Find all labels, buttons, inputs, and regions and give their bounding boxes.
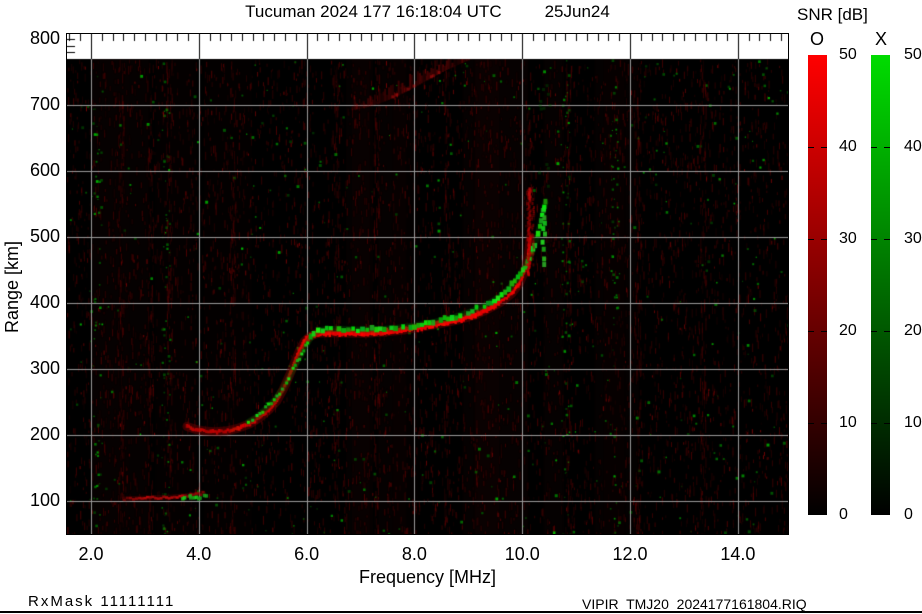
colorbar-tick-dash xyxy=(821,147,827,148)
window-bottom-border xyxy=(0,611,922,613)
x-tick-10.0: 10.0 xyxy=(504,544,540,564)
colorbar-x-tick-30: 30 xyxy=(904,230,922,247)
y-tick-800: 800 xyxy=(29,27,60,48)
x-axis-label: Frequency [MHz] xyxy=(358,567,497,587)
y-tick-100: 100 xyxy=(29,489,60,510)
colorbar-o-gradient xyxy=(808,55,827,515)
y-tick-700: 700 xyxy=(29,93,60,114)
colorbar-o-tick-40: 40 xyxy=(839,138,857,155)
colorbar-o-tick-20: 20 xyxy=(839,322,857,339)
colorbar-o-tick-50: 50 xyxy=(839,46,857,63)
colorbar-o-tick-0: 0 xyxy=(839,506,848,523)
x-tick-6.0: 6.0 xyxy=(294,544,320,564)
colorbar-x-tick-0: 0 xyxy=(904,506,913,523)
x-tick-14.0: 14.0 xyxy=(720,544,756,564)
x-tick-4.0: 4.0 xyxy=(186,544,212,564)
y-tick-300: 300 xyxy=(29,357,60,378)
colorbar-tick-dash xyxy=(884,331,890,332)
x-tick-2.0: 2.0 xyxy=(78,544,104,564)
colorbar-x-gradient xyxy=(871,55,890,515)
ionogram-plot xyxy=(67,34,788,534)
colorbar-x-tick-50: 50 xyxy=(904,46,922,63)
colorbar-tick-dash xyxy=(871,331,877,332)
colorbar-tick-dash xyxy=(821,239,827,240)
colorbar-tick-dash xyxy=(808,331,814,332)
colorbar-x-label: X xyxy=(874,29,887,49)
rx-mask-text: RxMask 11111111 xyxy=(28,593,176,610)
colorbar-tick-dash xyxy=(808,147,814,148)
colorbar-tick-dash xyxy=(884,239,890,240)
plot-title: Tucuman 2024 177 16:18:04 UTC 25Jun24 xyxy=(67,2,788,22)
y-tick-200: 200 xyxy=(29,423,60,444)
x-tick-8.0: 8.0 xyxy=(401,544,427,564)
colorbar-tick-dash xyxy=(871,423,877,424)
y-tick-600: 600 xyxy=(29,159,60,180)
colorbar-tick-dash xyxy=(871,147,877,148)
colorbar-o-label: O xyxy=(809,29,824,49)
colorbar-tick-dash xyxy=(884,423,890,424)
colorbar-tick-dash xyxy=(808,239,814,240)
colorbar-title: SNR [dB] xyxy=(797,5,868,24)
colorbar-x-tick-10: 10 xyxy=(904,414,922,431)
y-axis-label: Range [km] xyxy=(2,240,22,334)
colorbar-x-tick-40: 40 xyxy=(904,138,922,155)
colorbar-tick-dash xyxy=(808,423,814,424)
colorbar-o-tick-10: 10 xyxy=(839,414,857,431)
colorbar-o-tick-30: 30 xyxy=(839,230,857,247)
y-tick-500: 500 xyxy=(29,225,60,246)
colorbar-tick-dash xyxy=(871,239,877,240)
colorbar-tick-dash xyxy=(884,147,890,148)
y-tick-400: 400 xyxy=(29,291,60,312)
title-station-time: Tucuman 2024 177 16:18:04 UTC xyxy=(245,2,502,21)
colorbar-tick-dash xyxy=(821,331,827,332)
title-date: 25Jun24 xyxy=(544,2,610,21)
data-file-text: VIPIR TMJ20_2024177161804.RIQ xyxy=(582,596,807,612)
colorbar-tick-dash xyxy=(821,423,827,424)
x-tick-12.0: 12.0 xyxy=(612,544,648,564)
colorbar-x-tick-20: 20 xyxy=(904,322,922,339)
plot-frame xyxy=(66,33,789,535)
